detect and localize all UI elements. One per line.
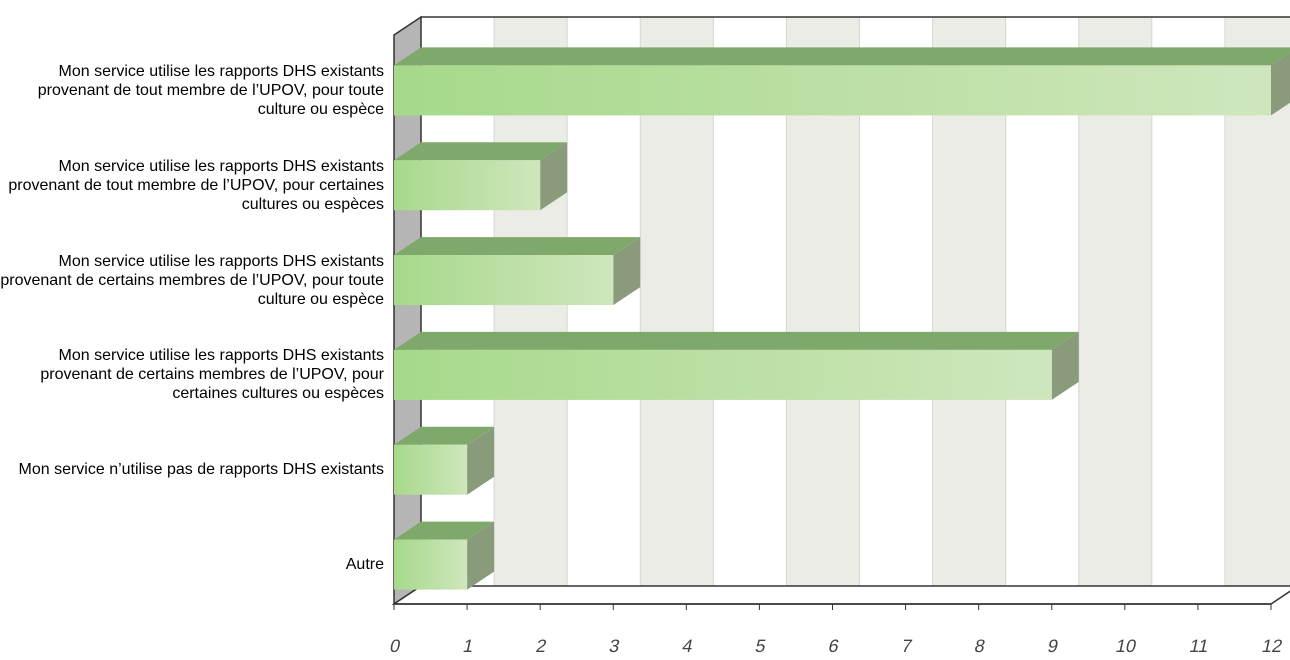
x-tick-label: 3: [607, 636, 621, 655]
category-label: Mon service utilise les rapports DHS exi…: [40, 347, 384, 403]
bar-side: [540, 142, 568, 211]
bar-side: [467, 521, 495, 590]
bar-side: [467, 426, 495, 495]
x-tick-label: 9: [1046, 636, 1060, 655]
bar-side: [1271, 52, 1290, 116]
bar-side: [1051, 331, 1079, 400]
category-label: Mon service utilise les rapports DHS exi…: [8, 157, 384, 213]
bar: [394, 255, 614, 306]
bar: [394, 349, 1052, 400]
x-tick-label: 2: [534, 636, 548, 655]
x-tick-label: 12: [1260, 636, 1284, 655]
bar-side: [613, 237, 641, 306]
x-tick-label: 0: [388, 636, 402, 655]
x-tick-label: 6: [827, 636, 841, 655]
bar-top: [394, 521, 495, 540]
bar-top: [394, 331, 1079, 350]
x-tick-label: 11: [1188, 636, 1211, 655]
category-label: Mon service n’utilise pas de rapports DH…: [18, 461, 385, 479]
category-label: Mon service utilise les rapports DHS exi…: [0, 252, 384, 308]
bar-top: [394, 237, 641, 256]
bar: [394, 160, 541, 211]
bar: [394, 539, 468, 590]
x-tick-label: 5: [754, 636, 768, 655]
category-label: Mon service utilise les rapports DHS exi…: [37, 62, 384, 118]
bar-top: [394, 47, 1290, 66]
bar: [394, 444, 468, 495]
floor: [391, 585, 1290, 605]
x-tick-label: 7: [900, 636, 914, 655]
x-tick-label: 1: [461, 636, 475, 655]
bar-top: [394, 142, 568, 161]
x-tick-label: 10: [1114, 636, 1138, 655]
bar: [394, 65, 1271, 116]
category-label: Autre: [345, 556, 384, 574]
x-tick-label: 4: [680, 636, 694, 655]
bar-top: [394, 426, 495, 445]
x-tick-label: 8: [973, 636, 987, 655]
